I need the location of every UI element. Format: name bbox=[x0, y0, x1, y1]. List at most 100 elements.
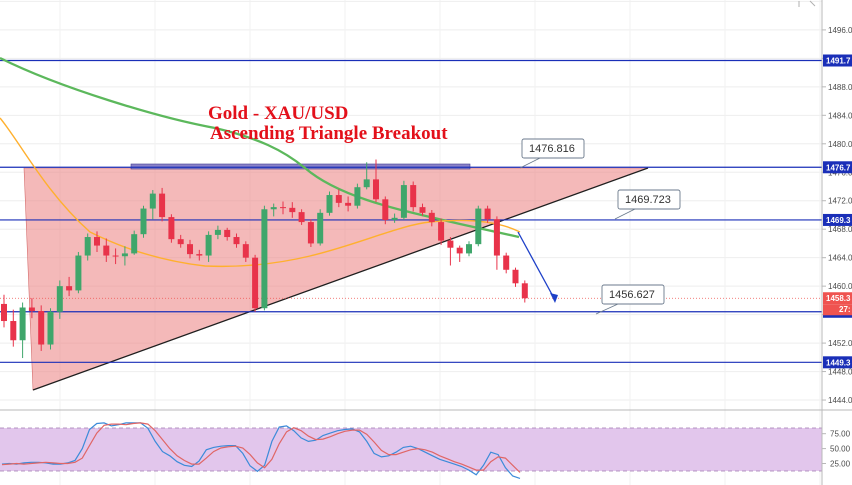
callout-label: 1456.627 bbox=[609, 289, 655, 301]
candle-body bbox=[47, 311, 54, 345]
axis-tick-label: 1464.00 bbox=[828, 254, 852, 263]
callout-label: 1476.816 bbox=[529, 143, 575, 155]
candle-body bbox=[56, 286, 63, 312]
candle bbox=[224, 227, 231, 241]
close-icon[interactable] bbox=[809, 0, 816, 7]
level-price-tag-background bbox=[823, 213, 852, 226]
candle bbox=[196, 249, 203, 261]
candle bbox=[84, 233, 91, 261]
candle-body bbox=[233, 237, 240, 245]
candle-body bbox=[168, 217, 175, 240]
candle bbox=[466, 241, 472, 257]
candle bbox=[512, 267, 519, 287]
candle bbox=[270, 203, 277, 217]
stochastic-k-line bbox=[1, 422, 521, 479]
candle-body bbox=[177, 239, 184, 245]
candle bbox=[121, 246, 128, 266]
candle-body bbox=[298, 212, 305, 223]
osc-axis-tick-label: 25.00 bbox=[830, 460, 851, 469]
level-price-tag-label: 1449.3 bbox=[826, 358, 851, 367]
candle-body bbox=[187, 244, 193, 255]
candle bbox=[10, 309, 17, 347]
candles bbox=[1, 159, 528, 359]
callout-pointer bbox=[519, 157, 541, 169]
candle bbox=[131, 230, 138, 255]
candle bbox=[298, 209, 305, 225]
candle bbox=[47, 308, 54, 350]
candle bbox=[177, 234, 184, 248]
candle-body bbox=[121, 253, 128, 257]
candle-body bbox=[419, 207, 426, 213]
candle-body bbox=[289, 207, 296, 213]
axis-tick-label: 1496.00 bbox=[828, 26, 852, 35]
oscillator-pane bbox=[0, 422, 822, 479]
price-callout: 1456.627 bbox=[595, 284, 665, 315]
moving-average-green bbox=[0, 56, 520, 239]
candle bbox=[159, 187, 166, 222]
candle-body bbox=[214, 229, 221, 235]
price-callout: 1476.816 bbox=[519, 138, 585, 169]
axis-tick-label: 1448.00 bbox=[828, 368, 852, 377]
axis-tick-label: 1468.00 bbox=[828, 225, 852, 234]
level-lines bbox=[0, 59, 822, 363]
candle bbox=[484, 205, 491, 223]
candle bbox=[345, 196, 352, 212]
callout-label: 1469.723 bbox=[625, 194, 671, 206]
candle-body bbox=[428, 212, 435, 223]
chart-title: Gold - XAU/USD bbox=[208, 103, 348, 124]
axis-tick-label: 1452.00 bbox=[828, 339, 852, 348]
candle-body bbox=[447, 240, 454, 248]
candle bbox=[419, 203, 426, 216]
candle bbox=[382, 196, 389, 225]
level-price-tag-label: 1491.7 bbox=[826, 57, 851, 66]
candle-body bbox=[1, 303, 7, 322]
candle-body bbox=[335, 195, 342, 203]
candle-body bbox=[326, 195, 333, 213]
candle-body bbox=[10, 321, 17, 341]
current-price-tag-label: 1458.3 bbox=[826, 294, 851, 303]
candle-body bbox=[131, 234, 138, 254]
price-axis-background bbox=[822, 0, 852, 485]
candle-body bbox=[261, 209, 268, 309]
candle bbox=[112, 248, 119, 265]
candle-body bbox=[140, 208, 147, 235]
projection-arrow bbox=[517, 231, 556, 301]
osc-axis-tick-label: 75.00 bbox=[830, 430, 851, 439]
toolbar-icons[interactable] bbox=[798, 0, 816, 7]
candle bbox=[28, 298, 35, 319]
candle bbox=[168, 214, 175, 243]
candle-body bbox=[438, 222, 445, 241]
candle bbox=[493, 216, 500, 270]
candle bbox=[521, 280, 528, 303]
candle-body bbox=[512, 269, 519, 284]
candle-body bbox=[382, 199, 389, 220]
axis-tick-label: 1460.00 bbox=[828, 282, 852, 291]
candle-body bbox=[391, 217, 398, 220]
candle bbox=[1, 294, 7, 328]
candle bbox=[252, 254, 259, 312]
candle-body bbox=[112, 255, 119, 257]
callout-box bbox=[617, 189, 681, 210]
level-price-tag-label: 1476.7 bbox=[826, 163, 851, 172]
candle bbox=[38, 305, 45, 351]
candle-body bbox=[66, 286, 73, 291]
candle-body bbox=[19, 307, 26, 341]
candle bbox=[233, 233, 240, 248]
axis-tick-label: 1444.00 bbox=[828, 396, 852, 405]
candle-body bbox=[521, 283, 528, 299]
level-price-tag: 1449.3 bbox=[823, 356, 852, 369]
callout-pointer bbox=[614, 208, 636, 220]
level-price-tag: 1469.3 bbox=[823, 213, 852, 226]
candle-body bbox=[317, 212, 324, 244]
candle-body bbox=[270, 207, 277, 210]
candle bbox=[261, 205, 268, 311]
candle-body bbox=[103, 245, 110, 256]
candle bbox=[94, 231, 100, 252]
candle bbox=[447, 237, 454, 266]
candle bbox=[242, 241, 249, 262]
candle bbox=[56, 280, 63, 319]
current-price-tag-background bbox=[823, 292, 852, 305]
candle bbox=[475, 205, 482, 247]
